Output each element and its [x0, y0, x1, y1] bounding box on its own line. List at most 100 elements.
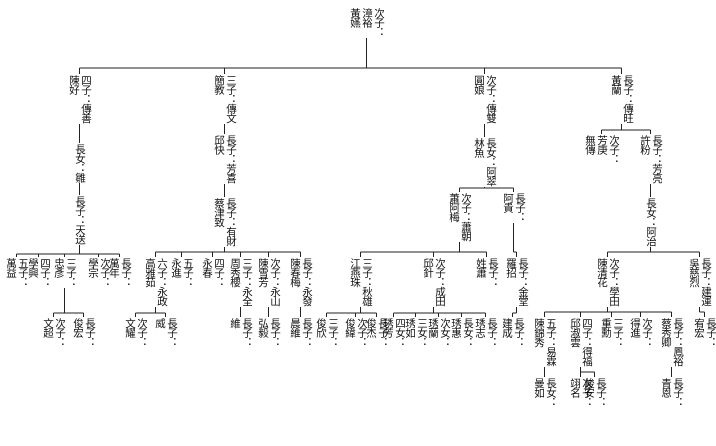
person-name: 江燕珠 [349, 258, 361, 287]
person-name: 俊緯 [344, 318, 356, 337]
person-node: 次子：蕭朝 蕭阿梅 [448, 193, 472, 241]
person-name: 漳裕 [361, 8, 373, 27]
person-name: 峻安 [583, 378, 595, 397]
person-name: 琇志 [474, 318, 486, 337]
relation-label: 長子： [595, 378, 607, 407]
relation-label: 次子：學田 [608, 258, 620, 306]
person-name: 萬年 [108, 258, 120, 277]
person-name: 芳庚 [596, 135, 608, 154]
relation-label: 長子： [705, 318, 716, 347]
person-node: 長子：傳旺 黃蘭 [610, 75, 634, 123]
relation-label: 長子：建運 [700, 258, 712, 306]
person-node: 五子：易霖 陳錦秀 [533, 318, 557, 366]
person-name: 翊名 [569, 378, 581, 397]
relation-label: 次子： [641, 318, 653, 347]
person-node: 長女： 琇惠 [450, 318, 474, 347]
person-node: 長子： 建成 [501, 318, 525, 347]
relation-label: 次子： [608, 135, 620, 164]
person-node: 長子：永發 陳春梅 [289, 258, 313, 306]
relation-label: 五子： [182, 258, 194, 287]
relation-label: 次子：蕭朝 [460, 193, 472, 241]
relation-label: 長子： [513, 318, 525, 347]
relation-label: 長子：永發 [301, 258, 313, 306]
person-node: 三子： 忠彥 [53, 258, 77, 287]
person-name: 蕭阿梅 [448, 193, 460, 222]
person-node: 長女： 曼如 [533, 378, 557, 407]
person-node: 三子：傳文 簡教 [213, 75, 237, 123]
person-node: 長子： 俊宏 [72, 318, 96, 347]
person-name: 萬益 [5, 258, 17, 277]
person-node: 五子： 永進 [170, 258, 194, 287]
person-node: 長子：天送 [74, 196, 86, 244]
person-node: 長子： 宥宏 [693, 318, 716, 347]
relation-label: 長子： [120, 258, 132, 287]
person-node: 長子： 琇志 [474, 318, 498, 347]
person-node: 三子： 俊欣 [315, 318, 339, 347]
person-node: 長子： 峻安 [583, 378, 607, 407]
relation-label: 次女： [439, 318, 451, 347]
person-node: 次子：學田 陳清花 [596, 258, 620, 306]
relation-label: 三子： [327, 318, 339, 347]
relation-label: 三女： [416, 318, 428, 347]
person-name: 晨維 [289, 318, 301, 337]
relation-label: 長子： [301, 318, 313, 347]
person-node: 長子：鳳裕 蔡秀卿 [660, 318, 684, 366]
person-name: 陳春梅 [289, 258, 301, 287]
person-name: 建成 [501, 318, 513, 337]
person-name: 邱淑雲 [569, 318, 581, 347]
person-node: 次子： 芳庚 無傳 [584, 135, 620, 164]
relation-label: 四子：傳善 [80, 75, 92, 123]
relation-label: 長女：阿治 [645, 198, 657, 246]
person-name: 學興 [27, 258, 39, 277]
person-name: 曼如 [533, 378, 545, 397]
person-name: 吳慈烈 [688, 258, 700, 287]
relation-label: 四女： [394, 318, 406, 347]
person-name: 文超 [42, 318, 54, 337]
person-name: 學宗 [87, 258, 99, 277]
person-node: 四子： 永春 [201, 258, 225, 287]
person-name: 宥宏 [693, 318, 705, 337]
relation-label: 四子： [39, 258, 51, 287]
person-name: 無傳 [584, 135, 596, 154]
person-name: 圓娘 [473, 75, 485, 94]
person-node: 五子： 萬益 [5, 258, 29, 287]
relation-label: 次子： [581, 378, 593, 407]
person-node: 次子： 文耀 [124, 318, 148, 347]
person-name: 陳清花 [596, 258, 608, 287]
relation-label: 長子：芳喜 [225, 135, 237, 183]
person-node: 長子：金堂 羅招 [505, 258, 529, 306]
relation-label: 次子： [373, 8, 385, 37]
person-node: 長女：阿翠 林魚 [473, 138, 497, 186]
person-name: 文耀 [124, 318, 136, 337]
person-node: 六子：永政 高雅茹 [144, 258, 168, 306]
person-node: 長子：維 [229, 318, 253, 347]
relation-label: 長子： [166, 318, 178, 347]
person-name: 邱針 [422, 258, 434, 277]
relation-label: 三子： [65, 258, 77, 287]
person-node: 次子：永山 陳雪芳 [257, 258, 281, 306]
person-name: 琇芳 [382, 318, 394, 337]
relation-label: 長子： [486, 318, 498, 347]
person-node: 長子：芳亮 許粉 [639, 135, 663, 183]
relation-label: 次子： [356, 318, 368, 347]
person-name: 簡教 [213, 75, 225, 94]
person-node: 四子：傳善 陳好 [68, 75, 92, 123]
relation-label: 長子： [514, 193, 526, 222]
relation-label: 六子：永政 [156, 258, 168, 306]
person-name: 俊宏 [72, 318, 84, 337]
relation-label: 長子： [487, 258, 499, 287]
person-node: 次女： 琇蘭 [427, 318, 451, 347]
person-node: 次子：成田 邱針 [422, 258, 446, 306]
person-name: 俊欣 [315, 318, 327, 337]
relation-label: 長子：金堂 [517, 258, 529, 306]
person-name: 忠彥 [53, 258, 65, 277]
person-node: 三子：秋雄 江燕珠 [349, 258, 373, 306]
relation-label: 次子： [136, 318, 148, 347]
person-node: 長子： 青恩 [660, 378, 684, 407]
person-name: 黃蘭 [610, 75, 622, 94]
relation-label: 三子：秋雄 [361, 258, 373, 306]
relation-label: 長女： [545, 378, 557, 407]
relation-label: 長子： [241, 318, 253, 347]
person-node: 長子： 俊杰 [365, 318, 389, 347]
